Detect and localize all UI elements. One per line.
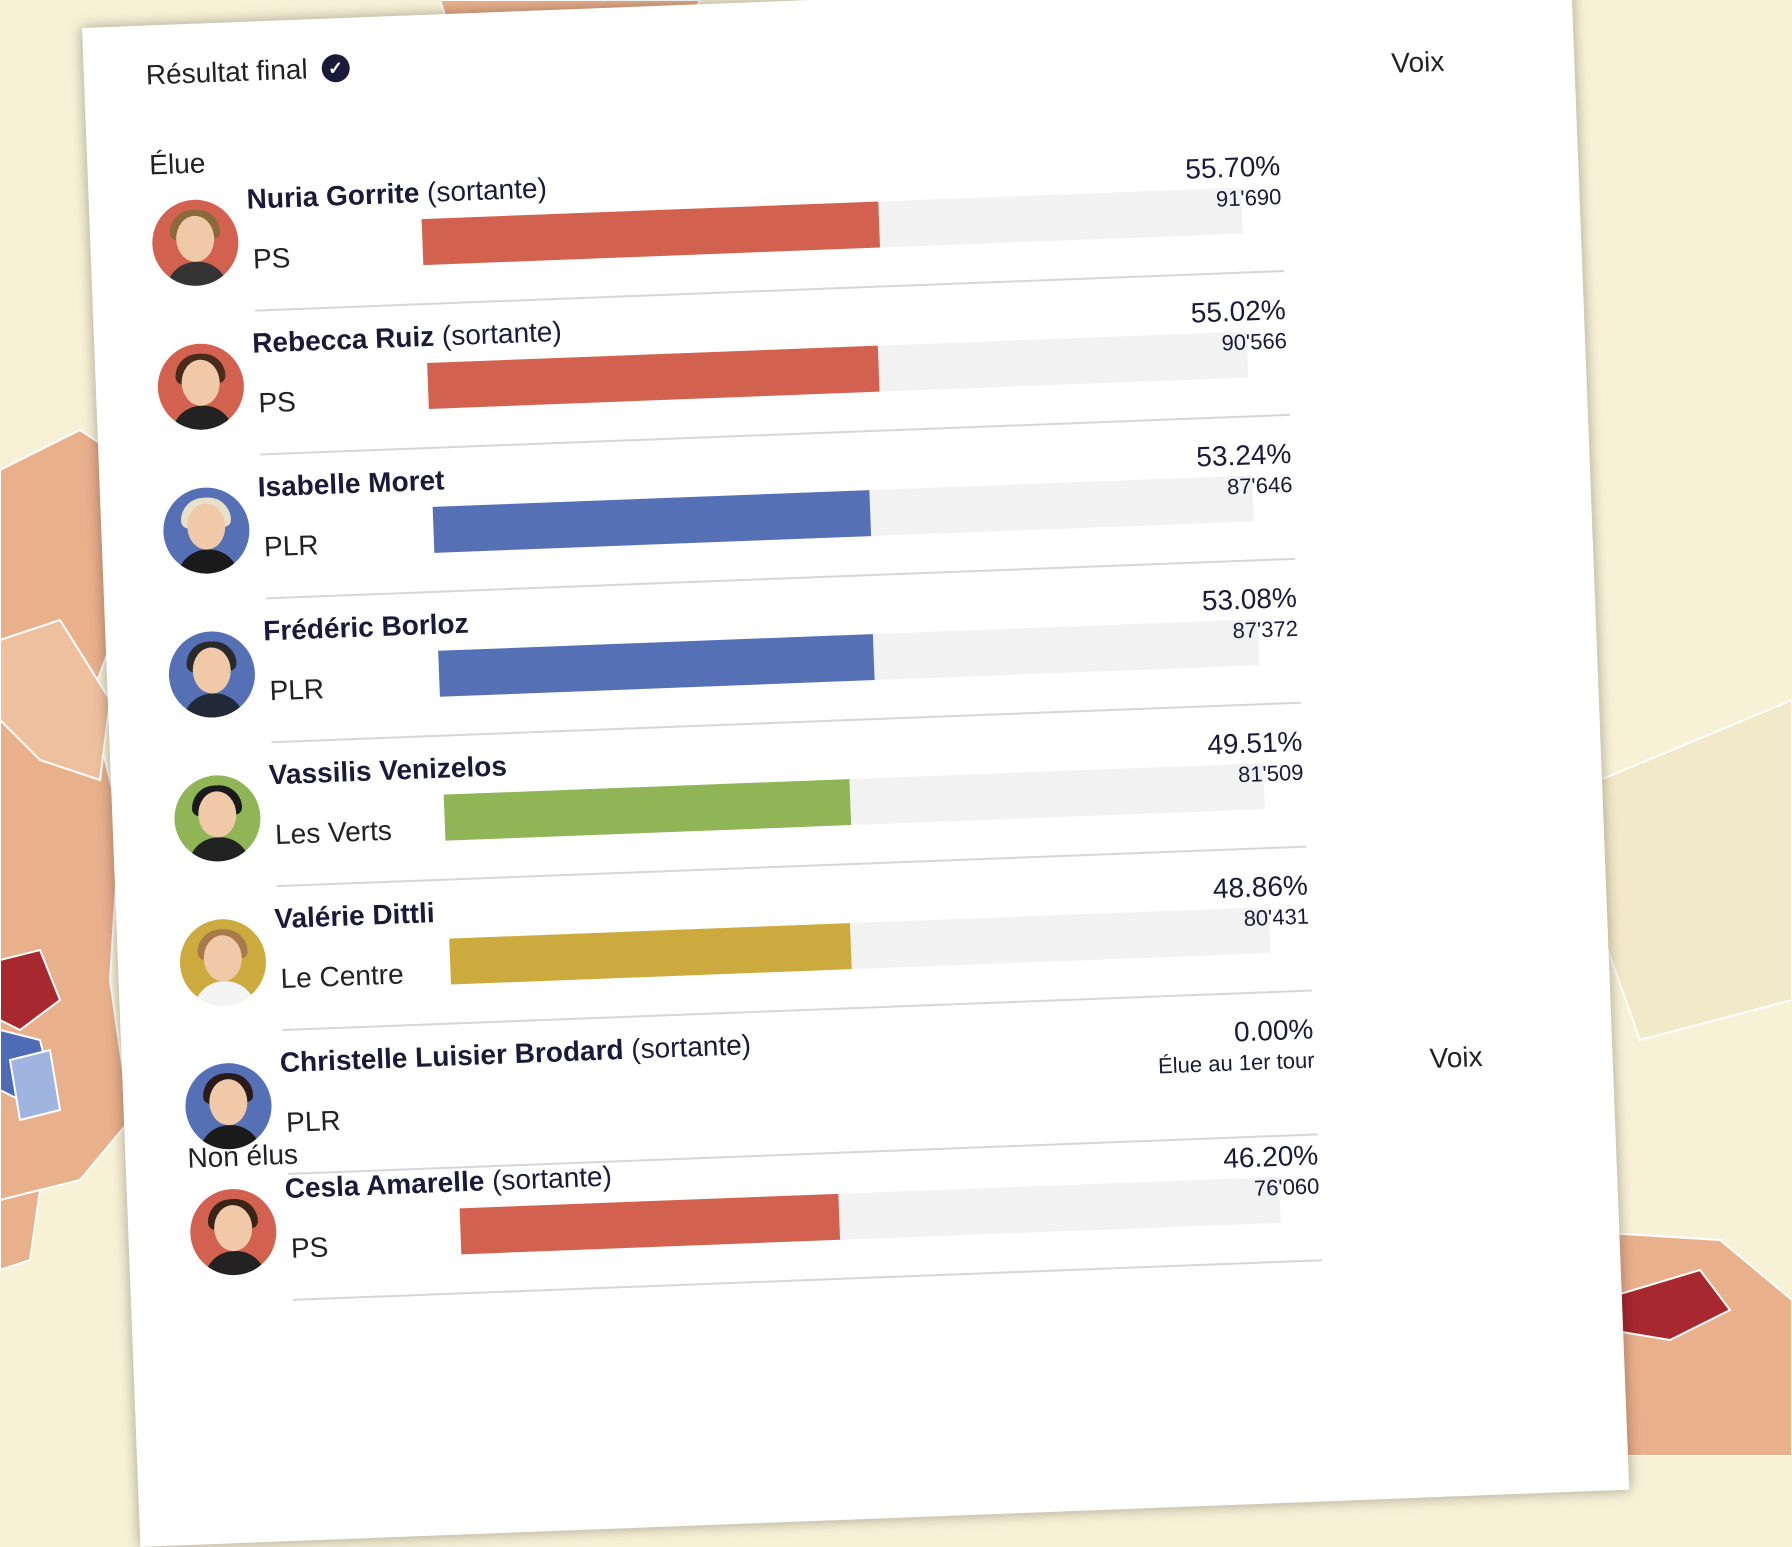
vote-count: 81'509 (1237, 759, 1304, 788)
check-circle-icon: ✓ (321, 53, 351, 83)
row-divider (292, 1259, 1323, 1301)
candidate-name: Valérie Dittli (273, 897, 436, 935)
candidate-avatar (188, 1187, 278, 1277)
vote-bar-track (449, 907, 1271, 985)
candidate-name-line: Valérie Dittli (274, 897, 435, 935)
vote-percent: 49.51% (1206, 725, 1303, 761)
candidate-name: Cesla Amarelle (284, 1165, 485, 1205)
vote-bar-track (443, 763, 1265, 841)
candidate-avatar (167, 629, 257, 720)
candidate-status-tag: (sortante) (630, 1029, 752, 1065)
candidate-party: PS (252, 242, 291, 275)
candidate-avatar (150, 198, 240, 288)
candidate-status-tag: (sortante) (426, 172, 548, 208)
avatar-shoulders (176, 548, 240, 576)
candidate-name-line: Frédéric Borloz (263, 608, 469, 648)
avatar-shoulders (203, 1249, 267, 1277)
vote-percent: 0.00% (1233, 1013, 1314, 1048)
candidate-avatar (183, 1061, 274, 1151)
vote-bar-fill (421, 201, 880, 266)
avatar-shoulders (165, 260, 229, 288)
candidate-party: PLR (263, 529, 320, 563)
vote-count: Élue au 1er tour (1157, 1047, 1316, 1079)
candidate-status-tag: (sortante) (491, 1160, 613, 1197)
votes-column-header-nonelected: Voix (1429, 1041, 1484, 1075)
vote-bar-track (432, 475, 1254, 553)
candidate-party: PLR (268, 673, 325, 707)
candidate-avatar (178, 917, 268, 1007)
vote-percent: 46.20% (1222, 1139, 1319, 1175)
candidate-name-line: Isabelle Moret (257, 464, 445, 503)
vote-count: 80'431 (1243, 903, 1310, 932)
candidate-name: Christelle Luisier Brodard (279, 1033, 625, 1079)
candidate-name-line: Vassilis Venizelos (268, 750, 507, 791)
candidate-name: Isabelle Moret (257, 464, 445, 503)
final-result-label: Résultat final (145, 53, 309, 91)
candidate-party: PS (290, 1231, 329, 1264)
final-result-status: Résultat final ✓ (145, 52, 351, 92)
candidate-name: Rebecca Ruiz (251, 320, 435, 359)
candidate-party: PLR (285, 1104, 342, 1138)
vote-bar-fill (443, 779, 852, 841)
vote-percent: 48.86% (1212, 869, 1309, 905)
vote-percent: 53.08% (1201, 581, 1298, 617)
candidate-name-line: Cesla Amarelle (sortante) (284, 1161, 612, 1206)
vote-count: 91'690 (1215, 184, 1282, 212)
candidate-name: Frédéric Borloz (262, 607, 470, 647)
avatar-shoulders (170, 404, 235, 432)
candidate-name-line: Nuria Gorrite (sortante) (246, 172, 547, 216)
vote-bar-fill (432, 490, 871, 553)
candidate-status-tag: (sortante) (441, 315, 563, 352)
vote-bar-track (438, 619, 1260, 697)
vote-bar-fill (459, 1193, 840, 1255)
vote-count: 90'566 (1221, 327, 1288, 356)
vote-bar-fill (438, 634, 875, 697)
candidate-party: PS (257, 386, 297, 419)
candidate-name: Vassilis Venizelos (268, 750, 508, 791)
vote-percent: 55.02% (1190, 294, 1287, 329)
candidate-name-line: Rebecca Ruiz (sortante) (252, 316, 563, 360)
vote-percent: 55.70% (1184, 150, 1281, 185)
vote-count: 76'060 (1253, 1173, 1320, 1201)
vote-count: 87'646 (1226, 471, 1293, 500)
avatar-shoulders (181, 692, 246, 720)
candidate-name: Nuria Gorrite (246, 177, 420, 215)
results-card: Résultat final ✓ Voix Élue Nuria Gorrite… (82, 0, 1630, 1547)
candidate-party: Le Centre (280, 958, 405, 995)
candidate-avatar (156, 342, 246, 432)
candidate-name-line: Christelle Luisier Brodard (sortante) (279, 1029, 751, 1079)
avatar-shoulders (187, 836, 251, 864)
candidate-avatar (161, 485, 252, 576)
avatar-shoulders (192, 980, 257, 1007)
vote-bar-fill (449, 923, 852, 985)
vote-percent: 53.24% (1195, 437, 1292, 473)
candidate-avatar (172, 773, 263, 864)
candidate-party: Les Verts (274, 814, 393, 851)
vote-count: 87'372 (1232, 615, 1299, 644)
vote-bar-fill (427, 345, 880, 409)
votes-column-header: Voix (1390, 45, 1445, 79)
